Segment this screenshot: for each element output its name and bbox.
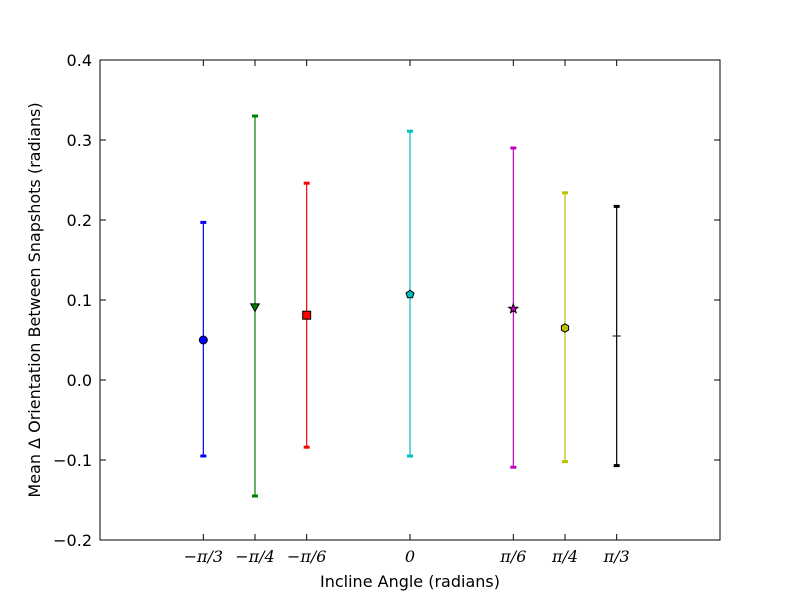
y-tick-label: −0.2 [53, 531, 92, 550]
x-tick-label: π/4 [551, 547, 578, 566]
errorbar-point-4 [507, 146, 520, 469]
errorbar-point-0 [198, 220, 208, 458]
x-tick-label: −π/3 [184, 547, 224, 566]
data-marker [249, 303, 261, 313]
x-tick-label: −π/4 [235, 547, 275, 566]
data-marker [302, 310, 312, 320]
data-layer [198, 114, 621, 498]
y-tick-label: 0.4 [67, 51, 92, 70]
data-marker [405, 289, 415, 299]
data-marker [507, 302, 520, 314]
errorbar-point-1 [249, 114, 261, 498]
errorbar-point-5 [560, 191, 570, 464]
y-tick-label: 0.2 [67, 211, 92, 230]
y-tick-label: −0.1 [53, 451, 92, 470]
data-marker [560, 323, 570, 333]
y-tick-label: 0.0 [67, 371, 92, 390]
y-tick-label: 0.1 [67, 291, 92, 310]
x-tick-label: 0 [405, 547, 415, 566]
y-axis-label: Mean Δ Orientation Between Snapshots (ra… [25, 102, 44, 497]
data-marker [198, 335, 208, 345]
errorbar-point-6 [612, 204, 621, 468]
x-axis-label: Incline Angle (radians) [320, 572, 500, 591]
x-tick-label: −π/6 [287, 547, 327, 566]
x-tick-label: π/3 [603, 547, 630, 566]
errorbar-point-2 [302, 181, 312, 449]
tick-layer: −0.2 −0.1 0.0 0.1 0.2 0.3 0.4 −π/3 −π/4 −π/6 0 π/6 π… [53, 51, 720, 566]
plot-frame [99, 59, 721, 541]
x-tick-label: π/6 [499, 547, 526, 566]
errorbar-point-3 [405, 129, 415, 458]
y-tick-label: 0.3 [67, 131, 92, 150]
